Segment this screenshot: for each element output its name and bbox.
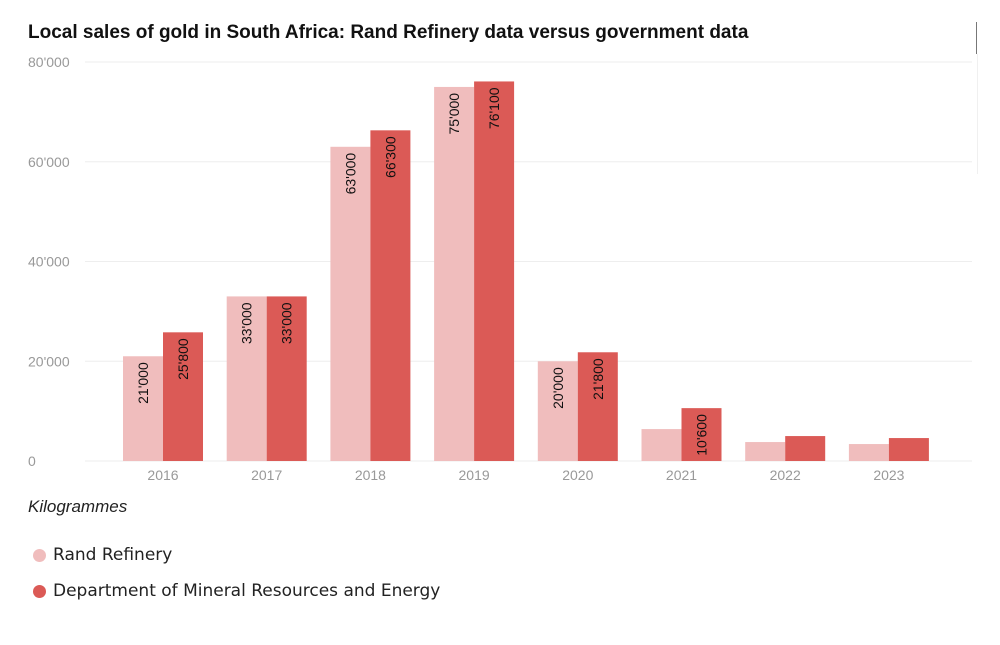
bar-rand-refinery-2021[interactable] [641, 429, 682, 461]
bar-dmre-2018[interactable] [370, 130, 411, 462]
legend-dot-icon [33, 584, 46, 598]
data-label: 63'000 [342, 153, 358, 195]
data-labels: 21'000 25'800 33'000 33'000 63'000 66'300 75'0… [135, 87, 710, 455]
bars [123, 81, 929, 462]
bar-dmre-2016[interactable] [163, 332, 203, 461]
y-tick-label: 60'000 [28, 154, 70, 170]
x-tick-label: 2021 [666, 467, 697, 483]
x-tick-label: 2022 [770, 467, 801, 483]
x-tick-label: 2019 [459, 467, 490, 483]
y-tick-label: 20'000 [28, 353, 70, 369]
data-label: 75'000 [446, 93, 462, 135]
y-axis-ticks: 0 20'000 40'000 60'000 80'000 [28, 54, 70, 469]
bar-rand-refinery-2018[interactable] [330, 146, 371, 461]
bar-rand-refinery-2019[interactable] [434, 86, 475, 461]
data-label: 21'800 [590, 358, 606, 400]
bar-dmre-2021[interactable] [681, 408, 722, 461]
x-tick-label: 2020 [562, 467, 593, 483]
chart-title: Local sales of gold in South Africa: Ran… [28, 22, 749, 43]
panel-divider [977, 54, 978, 174]
x-tick-label: 2017 [251, 467, 282, 483]
scroll-indicator [976, 22, 977, 54]
bar-dmre-2019[interactable] [474, 81, 515, 462]
data-label: 33'000 [279, 302, 295, 344]
legend-item-dmre[interactable]: Department of Mineral Resources and Ener… [33, 581, 440, 601]
gridlines [85, 61, 972, 462]
data-label: 10'600 [694, 414, 710, 456]
x-axis-ticks: 2016 2017 2018 2019 2020 2021 2022 2023 [147, 467, 904, 483]
data-label: 25'800 [175, 338, 191, 380]
unit-note: Kilogrammes [28, 497, 128, 516]
legend-dot-icon [33, 548, 46, 562]
y-tick-label: 40'000 [28, 254, 70, 270]
bar-dmre-2017[interactable] [266, 296, 307, 461]
bar-rand-refinery-2023[interactable] [848, 444, 889, 461]
y-tick-label: 80'000 [28, 54, 70, 70]
y-tick-label: 0 [28, 453, 36, 469]
data-label: 33'000 [239, 302, 255, 344]
x-tick-label: 2023 [873, 467, 904, 483]
bar-dmre-2023[interactable] [888, 438, 929, 461]
bar-rand-refinery-2017[interactable] [226, 296, 267, 461]
bar-rand-refinery-2016[interactable] [123, 356, 163, 461]
bar-rand-refinery-2020[interactable] [537, 361, 578, 461]
data-label: 66'300 [382, 136, 398, 178]
legend-label: Department of Mineral Resources and Ener… [53, 581, 441, 601]
data-label: 76'100 [486, 87, 502, 129]
bar-rand-refinery-2022[interactable] [745, 442, 786, 461]
data-label: 20'000 [550, 367, 566, 409]
legend-label: Rand Refinery [53, 545, 173, 565]
bar-dmre-2022[interactable] [785, 436, 826, 461]
x-tick-label: 2018 [355, 467, 386, 483]
bar-dmre-2020[interactable] [577, 352, 618, 461]
data-label: 21'000 [135, 362, 151, 404]
x-tick-label: 2016 [147, 467, 178, 483]
legend-item-rand-refinery[interactable]: Rand Refinery [33, 545, 172, 565]
